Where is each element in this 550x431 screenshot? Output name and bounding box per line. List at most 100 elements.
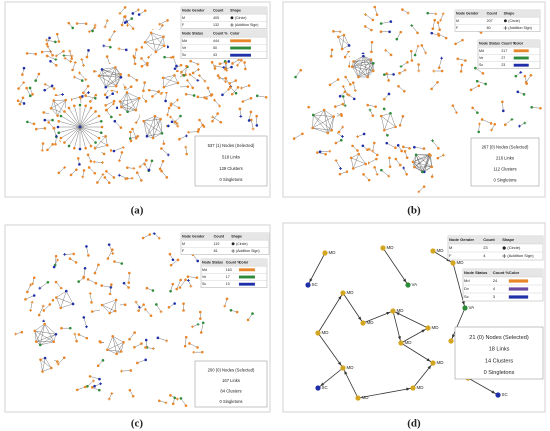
node (77, 333, 81, 336)
node (86, 278, 90, 281)
stats-line: 0 Singletons (219, 399, 242, 404)
link (148, 160, 153, 171)
node (343, 104, 347, 108)
legend-header: Shape (231, 235, 242, 239)
node (82, 316, 86, 319)
node (176, 124, 180, 128)
link (358, 59, 372, 78)
link (159, 20, 168, 25)
link (94, 264, 99, 274)
node (137, 8, 140, 12)
color-swatch (513, 49, 529, 53)
link (351, 66, 359, 78)
node (171, 55, 175, 59)
link (230, 87, 237, 94)
node (89, 106, 93, 110)
node (305, 282, 311, 288)
legend-cell: (Circle) (507, 245, 521, 250)
legend-cell: M (449, 245, 452, 250)
link (56, 51, 64, 57)
link (171, 103, 180, 109)
node (405, 156, 409, 160)
node (430, 31, 434, 35)
legend-cell: M (182, 242, 185, 246)
node (154, 50, 158, 54)
node (49, 59, 52, 63)
link (79, 126, 96, 143)
link (189, 74, 198, 81)
node (337, 130, 341, 134)
node (399, 30, 403, 34)
node (440, 56, 444, 60)
node (341, 102, 345, 106)
link (411, 25, 418, 34)
link (432, 20, 435, 29)
node (80, 58, 84, 61)
node (223, 304, 227, 308)
link (157, 337, 167, 342)
node (130, 17, 134, 20)
node (67, 144, 71, 148)
node (340, 290, 346, 296)
node (88, 292, 92, 295)
node (422, 170, 426, 174)
node (85, 336, 89, 340)
node (213, 98, 216, 102)
node (185, 152, 188, 156)
color-swatch (230, 39, 251, 43)
node (394, 125, 397, 129)
node (25, 52, 29, 55)
node (186, 85, 190, 88)
node (149, 31, 153, 35)
node (362, 173, 365, 176)
link (79, 126, 86, 149)
link (60, 291, 67, 308)
node (347, 93, 351, 97)
link (390, 113, 396, 127)
legend-cell: (Addition Sign) (235, 23, 259, 27)
node (81, 175, 85, 179)
node (104, 108, 108, 112)
panel-label: (b) (407, 205, 421, 217)
link (180, 398, 187, 406)
link (43, 304, 51, 311)
node (430, 175, 434, 178)
legend-cell: 23 (501, 63, 505, 67)
color-swatch (508, 279, 529, 283)
node (182, 74, 186, 77)
node (119, 75, 123, 79)
node (510, 117, 514, 121)
node (133, 345, 136, 349)
link (176, 279, 181, 290)
node (78, 95, 82, 99)
node (160, 131, 164, 135)
node (366, 148, 369, 152)
node (37, 72, 41, 76)
shape-icon (231, 242, 235, 246)
legend-header: Shape (502, 237, 515, 242)
node (140, 342, 143, 345)
legend-header: Count % (501, 42, 516, 46)
node (480, 118, 484, 121)
node (56, 360, 59, 363)
node (184, 92, 188, 96)
node (341, 125, 345, 129)
node (63, 166, 67, 169)
node (93, 271, 97, 275)
node (32, 276, 36, 280)
node (25, 86, 28, 90)
node (440, 69, 444, 73)
node (87, 254, 90, 257)
node (519, 70, 523, 74)
link (160, 119, 163, 134)
legend-cell: Ve (182, 46, 186, 50)
node (349, 83, 352, 86)
node (339, 138, 343, 142)
node (372, 141, 376, 145)
node (450, 260, 456, 266)
node (326, 131, 330, 135)
node (136, 361, 139, 365)
link (121, 98, 140, 108)
node (89, 144, 93, 148)
link (212, 116, 221, 123)
